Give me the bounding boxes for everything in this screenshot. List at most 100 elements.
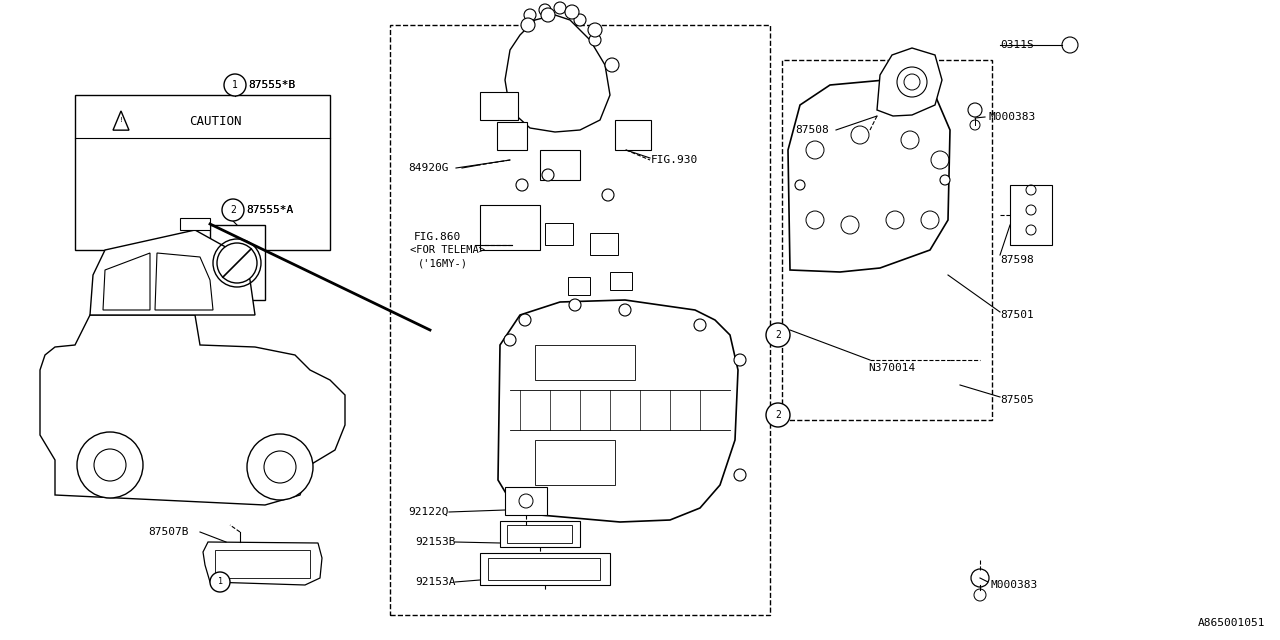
Text: FIG.860: FIG.860 bbox=[413, 232, 461, 242]
Circle shape bbox=[541, 8, 556, 22]
Circle shape bbox=[620, 304, 631, 316]
Bar bbox=[535, 440, 614, 485]
Circle shape bbox=[795, 180, 805, 190]
Text: !: ! bbox=[119, 117, 123, 124]
Text: A865001051: A865001051 bbox=[1198, 618, 1265, 628]
Text: 84920G: 84920G bbox=[408, 163, 448, 173]
Bar bbox=[480, 92, 518, 120]
Circle shape bbox=[589, 34, 602, 46]
Polygon shape bbox=[877, 48, 942, 116]
Polygon shape bbox=[155, 253, 212, 310]
Text: <FOR TELEMA>: <FOR TELEMA> bbox=[410, 245, 485, 255]
Bar bbox=[568, 277, 590, 295]
Circle shape bbox=[733, 469, 746, 481]
Circle shape bbox=[524, 9, 536, 21]
Circle shape bbox=[564, 5, 579, 19]
Circle shape bbox=[573, 14, 586, 26]
Bar bbox=[488, 558, 600, 580]
Text: 92122Q: 92122Q bbox=[408, 507, 448, 517]
Circle shape bbox=[570, 299, 581, 311]
Text: 2: 2 bbox=[776, 410, 781, 420]
Circle shape bbox=[93, 449, 125, 481]
Circle shape bbox=[518, 314, 531, 326]
Bar bbox=[76, 95, 330, 250]
Circle shape bbox=[516, 179, 529, 191]
Text: 87508: 87508 bbox=[795, 125, 828, 135]
Bar bbox=[180, 218, 210, 230]
Text: FIG.930: FIG.930 bbox=[652, 155, 699, 165]
Polygon shape bbox=[506, 15, 611, 132]
Circle shape bbox=[247, 434, 314, 500]
Circle shape bbox=[264, 451, 296, 483]
Bar bbox=[480, 205, 540, 250]
Text: M000383: M000383 bbox=[989, 580, 1037, 590]
Text: 1: 1 bbox=[232, 80, 238, 90]
Circle shape bbox=[210, 572, 230, 592]
Text: CAUTION: CAUTION bbox=[189, 115, 242, 128]
Polygon shape bbox=[204, 542, 323, 585]
Circle shape bbox=[940, 175, 950, 185]
Circle shape bbox=[1062, 37, 1078, 53]
Bar bbox=[500, 521, 580, 547]
Text: 87555*A: 87555*A bbox=[246, 205, 293, 215]
Bar bbox=[614, 120, 652, 150]
Text: 87598: 87598 bbox=[1000, 255, 1034, 265]
Circle shape bbox=[972, 569, 989, 587]
Circle shape bbox=[221, 199, 244, 221]
Bar bbox=[1010, 185, 1052, 245]
Text: 1: 1 bbox=[218, 577, 223, 586]
Circle shape bbox=[539, 4, 550, 16]
Text: 2: 2 bbox=[230, 205, 236, 215]
Polygon shape bbox=[102, 253, 150, 310]
Circle shape bbox=[218, 243, 257, 283]
Circle shape bbox=[733, 354, 746, 366]
Circle shape bbox=[541, 169, 554, 181]
Text: 87505: 87505 bbox=[1000, 395, 1034, 405]
Text: 87501: 87501 bbox=[1000, 310, 1034, 320]
Polygon shape bbox=[498, 300, 739, 522]
Circle shape bbox=[554, 2, 566, 14]
Text: 2: 2 bbox=[776, 330, 781, 340]
Text: 0311S: 0311S bbox=[1000, 40, 1034, 50]
Bar bbox=[535, 345, 635, 380]
Text: 87555*B: 87555*B bbox=[248, 80, 296, 90]
Bar bbox=[611, 272, 632, 290]
Bar bbox=[782, 60, 992, 420]
Text: 87555*B: 87555*B bbox=[248, 80, 296, 90]
Text: N370014: N370014 bbox=[868, 363, 915, 373]
Circle shape bbox=[974, 589, 986, 601]
Circle shape bbox=[77, 432, 143, 498]
Polygon shape bbox=[113, 111, 129, 130]
Bar bbox=[540, 150, 580, 180]
Bar bbox=[390, 25, 771, 615]
Polygon shape bbox=[40, 315, 346, 505]
Circle shape bbox=[605, 58, 620, 72]
Circle shape bbox=[521, 18, 535, 32]
Circle shape bbox=[765, 323, 790, 347]
Bar bbox=[215, 550, 310, 578]
Circle shape bbox=[504, 334, 516, 346]
Circle shape bbox=[602, 189, 614, 201]
Bar bbox=[590, 233, 618, 255]
Polygon shape bbox=[90, 230, 255, 315]
Circle shape bbox=[970, 120, 980, 130]
Bar bbox=[507, 525, 572, 543]
Text: 92153B: 92153B bbox=[415, 537, 456, 547]
Bar bbox=[480, 553, 611, 585]
Text: 92153A: 92153A bbox=[415, 577, 456, 587]
Circle shape bbox=[518, 494, 532, 508]
Circle shape bbox=[224, 74, 246, 96]
Text: M000383: M000383 bbox=[988, 112, 1036, 122]
Circle shape bbox=[968, 103, 982, 117]
Bar bbox=[210, 225, 265, 300]
Circle shape bbox=[765, 403, 790, 427]
Text: ('16MY-): ('16MY-) bbox=[419, 258, 468, 268]
Circle shape bbox=[588, 23, 602, 37]
Text: 87555*A: 87555*A bbox=[246, 205, 293, 215]
Bar bbox=[506, 487, 547, 515]
Text: 87507B: 87507B bbox=[148, 527, 188, 537]
Polygon shape bbox=[788, 80, 950, 272]
Circle shape bbox=[694, 319, 707, 331]
Bar bbox=[545, 223, 573, 245]
Bar bbox=[497, 122, 527, 150]
